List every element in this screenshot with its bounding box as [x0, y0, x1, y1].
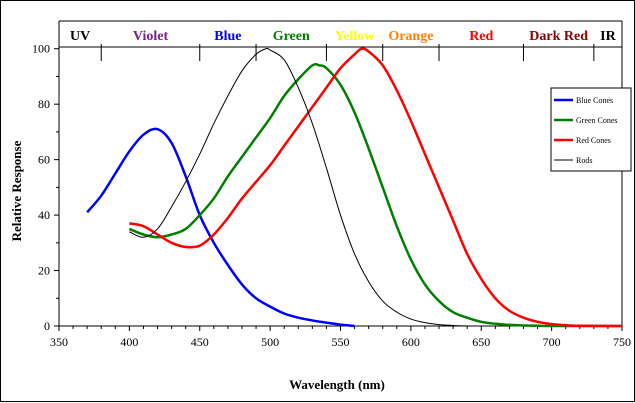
band-label-green: Green	[273, 29, 310, 44]
y-axis-label: Relative Response	[9, 140, 24, 241]
legend-box	[550, 87, 632, 172]
y-tick-label: 20	[38, 264, 50, 278]
band-label-yellow: Yellow	[335, 29, 376, 44]
series-line-green-cones	[128, 62, 622, 328]
legend-label: Red Cones	[576, 136, 611, 145]
band-label-dark-red: Dark Red	[529, 29, 588, 44]
band-label-blue: Blue	[214, 29, 241, 44]
series-line-rods	[129, 47, 468, 327]
x-tick-label: 550	[332, 335, 350, 349]
x-tick-label: 350	[50, 335, 68, 349]
legend-label: Rods	[576, 156, 592, 165]
x-tick-label: 650	[472, 335, 490, 349]
x-tick-label: 500	[261, 335, 279, 349]
band-label-uv: UV	[70, 29, 90, 44]
series-layer	[86, 47, 623, 328]
x-tick-label: 600	[402, 335, 420, 349]
band-label-red: Red	[469, 29, 493, 44]
axis-layer: 350 400 450 500 550 600 650 700 750 0 20 40 60 80 100	[32, 20, 631, 349]
y-tick-label: 40	[38, 208, 50, 222]
x-tick-label: 450	[191, 335, 209, 349]
x-axis-label: Wavelength (nm)	[289, 377, 385, 392]
band-label-violet: Violet	[133, 29, 169, 44]
y-tick-label: 80	[38, 97, 50, 111]
band-label-ir: IR	[600, 29, 616, 44]
band-label-orange: Orange	[388, 29, 433, 44]
y-tick-label: 60	[38, 153, 50, 167]
color-band-layer: UV Violet Blue Green Yellow Orange Red Dark Red…	[59, 29, 622, 61]
y-tick-label: 100	[32, 42, 50, 56]
legend: Blue Cones Green Cones Red Cones Rods	[550, 87, 632, 172]
y-tick-label: 0	[44, 319, 50, 333]
legend-label: Green Cones	[576, 116, 618, 125]
x-tick-label: 400	[120, 335, 138, 349]
legend-label: Blue Cones	[576, 96, 613, 105]
series-line-blue-cones	[86, 127, 355, 328]
x-tick-label: 700	[543, 335, 561, 349]
x-tick-label: 750	[613, 335, 631, 349]
series-line-red-cones	[129, 47, 623, 328]
